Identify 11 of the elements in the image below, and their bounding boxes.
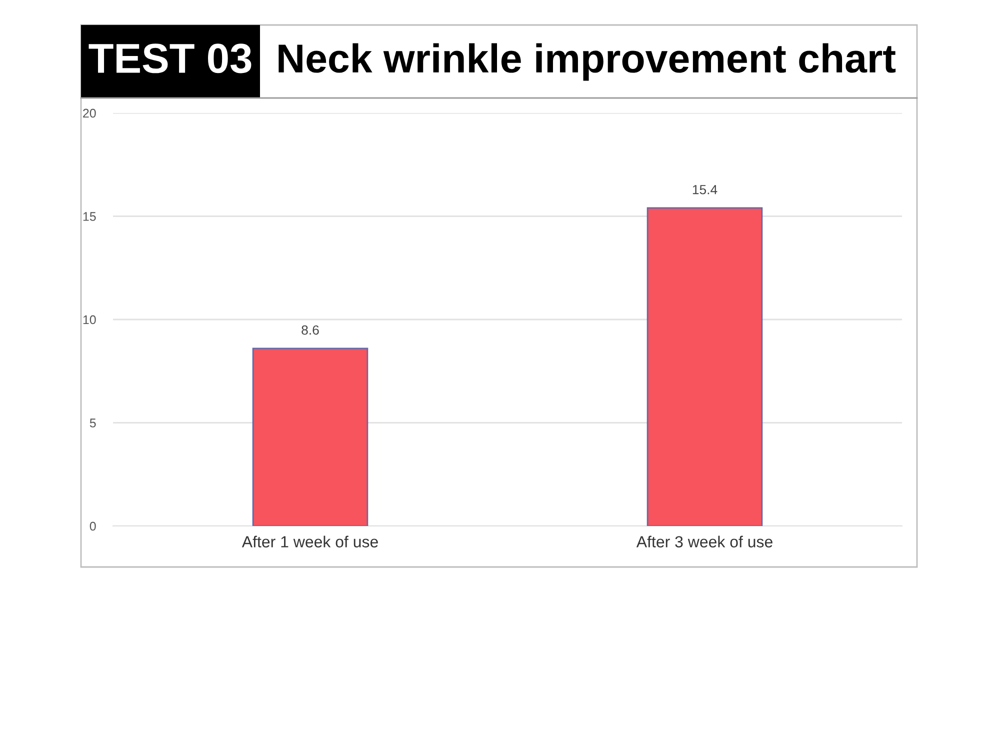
data-label: 15.4: [692, 185, 718, 194]
x-tick-label: After 1 week of use: [242, 536, 378, 548]
x-tick-label: After 3 week of use: [636, 536, 772, 548]
y-tick-label: 0: [90, 522, 96, 531]
y-tick-label: 10: [83, 315, 96, 324]
y-tick-label: 15: [83, 212, 96, 221]
y-tick-label: 20: [83, 108, 96, 118]
text: TEST 03: [88, 44, 252, 74]
data-label: 8.6: [302, 325, 319, 335]
y-tick-label: 5: [90, 418, 96, 428]
chart-title: Neck wrinkle improvement chart: [278, 43, 896, 81]
